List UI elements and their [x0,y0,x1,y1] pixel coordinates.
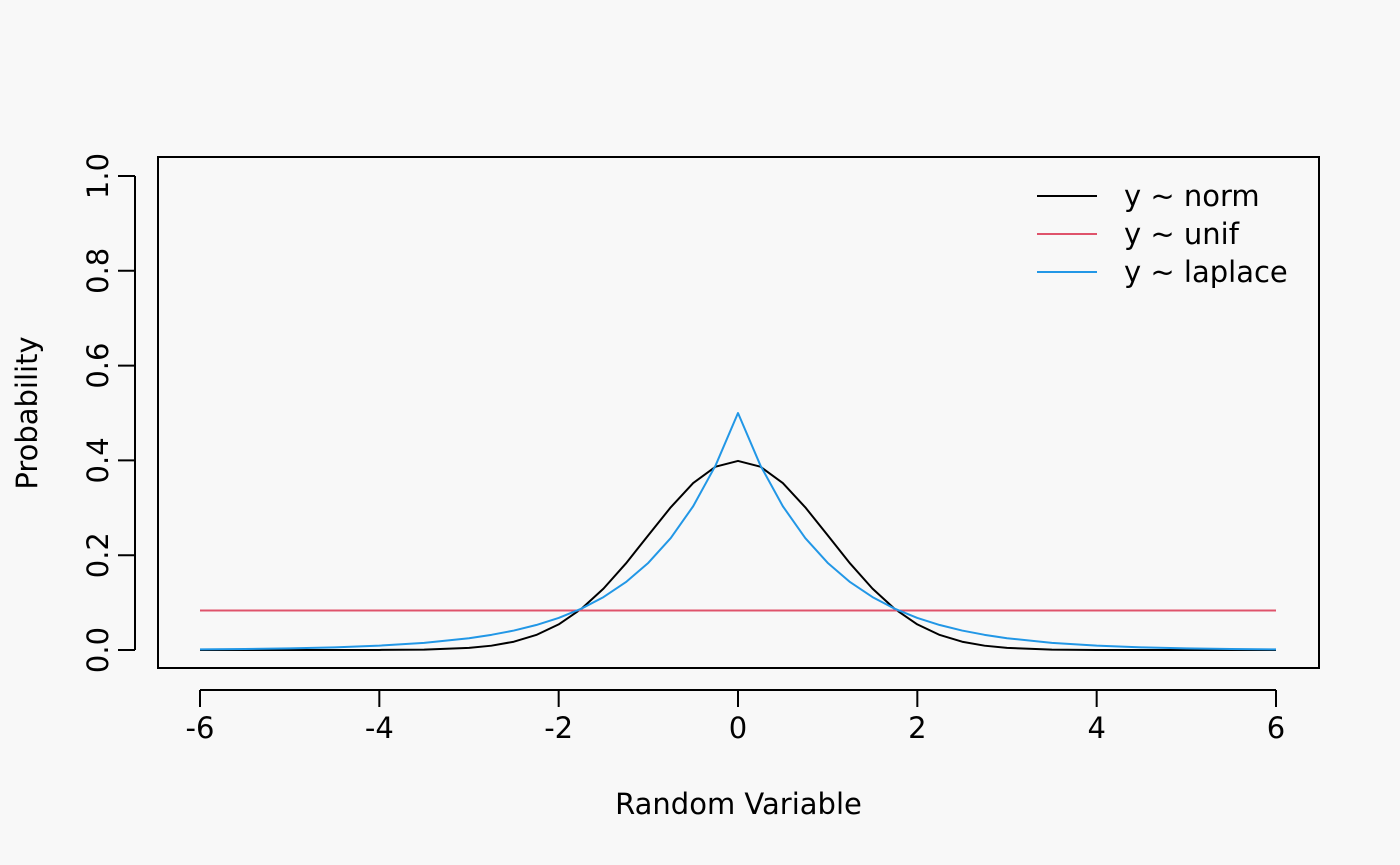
x-tick-label: 2 [908,711,926,745]
plot-frame [157,156,1320,669]
series-line-y-laplace [199,412,1277,651]
y-axis: 0.0 0.2 0.4 0.6 0.8 1.0 [81,153,136,673]
series-layer [199,412,1277,651]
legend-label-y-norm: y ~ norm [1124,179,1260,213]
y-tick-label: 0.6 [81,343,115,389]
y-tick-label: 1.0 [81,153,115,199]
x-tick-label: 6 [1267,711,1285,745]
x-axis: -6 -4 -2 0 2 4 6 [186,689,1285,745]
legend-label-y-laplace: y ~ laplace [1124,255,1288,289]
x-tick-label: -6 [186,711,215,745]
legend: y ~ norm y ~ unif y ~ laplace [1037,179,1288,289]
y-tick-label: 0.0 [81,627,115,673]
x-tick-label: -2 [544,711,573,745]
y-tick-label: 0.2 [81,532,115,578]
legend-label-y-unif: y ~ unif [1124,217,1240,251]
x-tick-label: 0 [729,711,747,745]
x-tick-label: -4 [365,711,394,745]
y-tick-label: 0.4 [81,437,115,483]
y-tick-label: 0.8 [81,248,115,294]
y-axis-title: Probability [10,336,44,489]
x-tick-label: 4 [1087,711,1105,745]
series-line-y-norm [200,459,1276,651]
x-axis-title: Random Variable [615,787,862,821]
